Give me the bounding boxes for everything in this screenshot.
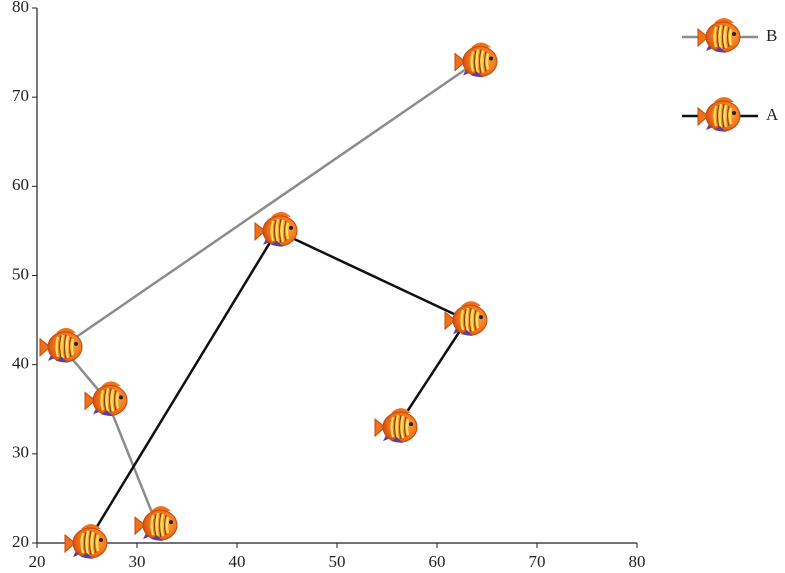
x-tick-label: 80 bbox=[629, 552, 646, 571]
fish-marker bbox=[443, 299, 489, 338]
fish-marker bbox=[253, 210, 299, 249]
legend-marker bbox=[696, 16, 742, 55]
series-line bbox=[60, 60, 478, 526]
x-tick-label: 60 bbox=[429, 552, 446, 571]
legend-label: B bbox=[766, 26, 777, 45]
x-tick-label: 20 bbox=[29, 552, 46, 571]
y-tick-label: 20 bbox=[12, 532, 29, 551]
x-tick-label: 30 bbox=[129, 552, 146, 571]
fish-marker bbox=[133, 505, 179, 543]
x-tick-label: 50 bbox=[329, 552, 346, 571]
y-tick-label: 70 bbox=[12, 86, 29, 105]
fish-marker bbox=[63, 522, 109, 561]
y-tick-label: 60 bbox=[12, 175, 29, 194]
x-tick-label: 70 bbox=[529, 552, 546, 571]
y-tick-label: 80 bbox=[12, 0, 29, 16]
y-tick-label: 40 bbox=[12, 354, 29, 373]
fish-marker bbox=[373, 406, 419, 445]
series-line bbox=[85, 229, 469, 544]
y-tick-label: 30 bbox=[12, 443, 29, 462]
fish-marker bbox=[83, 380, 129, 418]
legend-marker bbox=[696, 95, 742, 134]
legend-label: A bbox=[766, 105, 779, 124]
fish-marker bbox=[38, 326, 84, 364]
x-tick-label: 40 bbox=[229, 552, 246, 571]
y-tick-label: 50 bbox=[12, 264, 29, 283]
